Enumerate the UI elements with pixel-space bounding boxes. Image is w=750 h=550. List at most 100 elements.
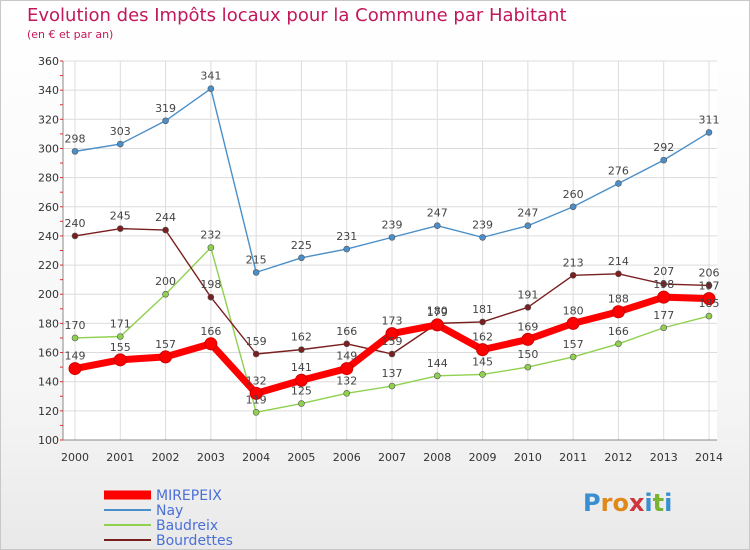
data-point: [385, 327, 399, 341]
x-tick-label: 2007: [378, 451, 406, 464]
data-label: 170: [65, 319, 86, 332]
y-tick-label: 280: [38, 172, 59, 185]
data-point: [388, 350, 396, 358]
data-label: 191: [517, 288, 538, 301]
data-label: 162: [472, 331, 493, 344]
data-label: 213: [563, 256, 584, 269]
data-label: 276: [608, 164, 629, 177]
data-point: [343, 390, 351, 397]
logo-letter: t: [652, 489, 665, 517]
x-tick-label: 2004: [242, 451, 270, 464]
data-point: [702, 292, 716, 306]
data-label: 166: [336, 325, 357, 338]
data-label: 166: [608, 325, 629, 338]
data-point: [476, 343, 490, 357]
data-point: [249, 386, 263, 400]
data-point: [116, 225, 124, 232]
data-label: 141: [291, 361, 312, 374]
data-label: 244: [155, 211, 176, 224]
data-label: 149: [65, 350, 86, 363]
data-point: [343, 245, 351, 253]
data-point: [116, 333, 124, 340]
data-point: [388, 382, 396, 390]
data-label: 215: [246, 253, 267, 266]
data-point: [611, 305, 625, 319]
data-point: [204, 337, 218, 351]
data-point: [116, 140, 124, 148]
chart-title: Evolution des Impôts locaux pour la Comm…: [27, 5, 567, 26]
y-tick-label: 100: [38, 434, 59, 447]
x-tick-label: 2008: [423, 451, 451, 464]
data-label: 145: [472, 355, 493, 368]
y-tick-label: 300: [38, 142, 59, 155]
proxiti-logo: Proxiti: [583, 489, 672, 517]
data-label: 137: [382, 367, 403, 380]
x-tick-label: 2001: [106, 451, 134, 464]
data-label: 188: [608, 293, 629, 306]
data-point: [569, 353, 577, 361]
x-tick-label: 2003: [197, 451, 225, 464]
data-label: 173: [382, 315, 403, 328]
data-point: [343, 340, 351, 348]
y-tick-label: 260: [38, 201, 59, 214]
data-point: [660, 324, 668, 332]
data-label: 155: [110, 341, 131, 354]
logo-letter: x: [628, 489, 645, 517]
data-label: 132: [246, 374, 267, 387]
y-tick-label: 180: [38, 317, 59, 330]
data-label: 311: [699, 113, 720, 126]
data-label: 198: [653, 278, 674, 291]
y-tick-label: 240: [38, 230, 59, 243]
data-label: 169: [517, 320, 538, 333]
data-label: 166: [200, 325, 221, 338]
data-label: 157: [563, 338, 584, 351]
x-tick-label: 2009: [469, 451, 497, 464]
data-point: [705, 129, 713, 136]
data-label: 119: [246, 393, 267, 406]
data-label: 162: [291, 331, 312, 344]
data-point: [162, 226, 169, 234]
data-label: 180: [563, 304, 584, 317]
y-tick-label: 360: [38, 55, 59, 68]
data-label: 159: [246, 335, 267, 348]
y-tick-label: 220: [38, 259, 59, 272]
data-label: 207: [653, 265, 674, 278]
data-label: 197: [699, 280, 720, 293]
data-point: [207, 244, 215, 251]
data-point: [566, 316, 580, 330]
data-label: 198: [200, 278, 221, 291]
logo-letter: o: [612, 489, 629, 517]
data-label: 239: [472, 218, 493, 231]
data-label: 319: [155, 102, 176, 115]
data-point: [660, 280, 668, 288]
x-tick-label: 2011: [559, 451, 587, 464]
y-tick-label: 160: [38, 347, 59, 360]
data-point: [524, 222, 532, 230]
x-tick-label: 2000: [61, 451, 89, 464]
x-tick-label: 2010: [514, 451, 542, 464]
data-label: 149: [336, 350, 357, 363]
data-point: [252, 269, 260, 276]
data-point: [660, 156, 668, 164]
data-point: [113, 353, 127, 367]
data-label: 157: [155, 338, 176, 351]
data-label: 150: [517, 348, 538, 361]
data-point: [207, 293, 215, 301]
data-point: [615, 180, 622, 187]
data-label: 298: [65, 132, 86, 145]
data-point: [252, 350, 260, 358]
data-point: [615, 340, 622, 348]
data-label: 144: [427, 357, 448, 370]
data-label: 200: [155, 275, 176, 288]
data-point: [298, 254, 305, 262]
legend-label: Baudreix: [156, 518, 218, 534]
data-label: 303: [110, 125, 131, 138]
x-tick-label: 2002: [152, 451, 180, 464]
data-label: 177: [653, 309, 674, 322]
data-label: 292: [653, 141, 674, 154]
data-label: 180: [427, 304, 448, 317]
y-tick-label: 120: [38, 405, 59, 418]
y-tick-label: 340: [38, 84, 59, 97]
data-point: [657, 290, 671, 304]
